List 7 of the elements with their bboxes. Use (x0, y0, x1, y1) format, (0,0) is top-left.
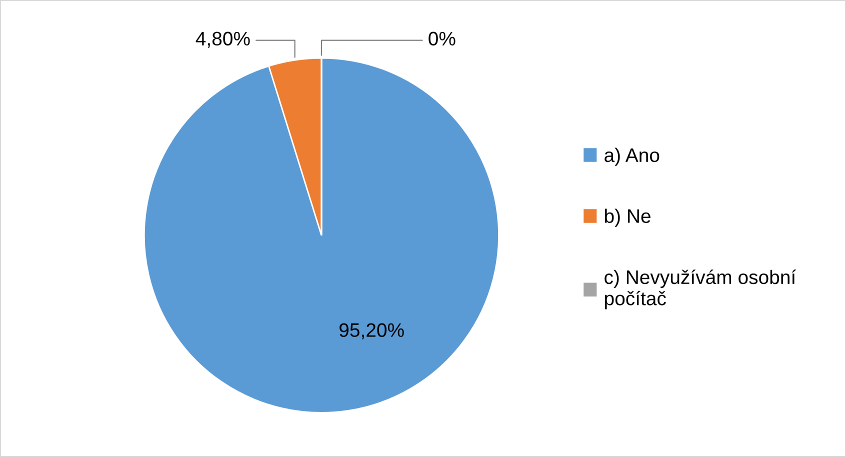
data-label: 95,20% (340, 323, 404, 340)
text: 0% (428, 32, 456, 46)
legend-label: a) Ano (604, 148, 660, 166)
legend-label: c) Nevyužívám osobní počítač (604, 270, 796, 310)
data-label: 4,80% (196, 32, 250, 48)
legend-label: b) Ne (605, 208, 650, 227)
pie-slice (143, 57, 500, 414)
